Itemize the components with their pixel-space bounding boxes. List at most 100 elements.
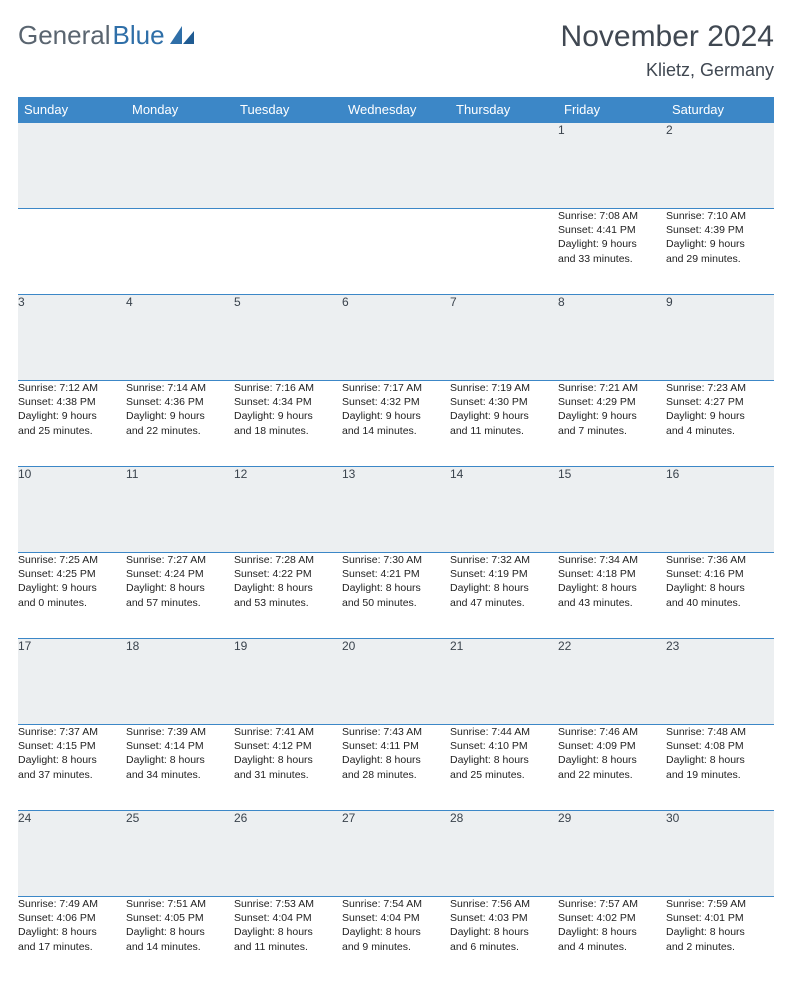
detail-line: Daylight: 8 hours [126, 925, 234, 939]
detail-line: Sunset: 4:22 PM [234, 567, 342, 581]
detail-line: Daylight: 9 hours [450, 409, 558, 423]
calendar-page: GeneralBlue November 2024 Klietz, German… [0, 0, 792, 993]
detail-line: Daylight: 8 hours [558, 925, 666, 939]
detail-line: Sunrise: 7:21 AM [558, 381, 666, 395]
detail-line: Sunrise: 7:41 AM [234, 725, 342, 739]
detail-line: and 25 minutes. [450, 768, 558, 782]
title-block: November 2024 Klietz, Germany [561, 20, 774, 81]
detail-line: Sunset: 4:04 PM [234, 911, 342, 925]
day-header: Friday [558, 97, 666, 123]
day-detail-cell: Sunrise: 7:34 AMSunset: 4:18 PMDaylight:… [558, 553, 666, 639]
detail-line: Sunrise: 7:10 AM [666, 209, 774, 223]
day-detail-cell: Sunrise: 7:12 AMSunset: 4:38 PMDaylight:… [18, 381, 126, 467]
day-header: Thursday [450, 97, 558, 123]
day-detail-cell: Sunrise: 7:10 AMSunset: 4:39 PMDaylight:… [666, 209, 774, 295]
day-number-cell: 13 [342, 467, 450, 553]
detail-line: Sunset: 4:32 PM [342, 395, 450, 409]
detail-line: Sunrise: 7:54 AM [342, 897, 450, 911]
daynum-row: 24252627282930 [18, 811, 774, 897]
detail-line: Daylight: 9 hours [18, 409, 126, 423]
day-detail-cell: Sunrise: 7:23 AMSunset: 4:27 PMDaylight:… [666, 381, 774, 467]
detail-line: Sunset: 4:41 PM [558, 223, 666, 237]
detail-line: Daylight: 8 hours [18, 753, 126, 767]
day-number-cell: 26 [234, 811, 342, 897]
detail-line: Sunrise: 7:25 AM [18, 553, 126, 567]
day-detail-cell [342, 209, 450, 295]
day-number-cell: 4 [126, 295, 234, 381]
detail-line: Sunset: 4:09 PM [558, 739, 666, 753]
day-detail-cell: Sunrise: 7:54 AMSunset: 4:04 PMDaylight:… [342, 897, 450, 983]
day-detail-cell [234, 209, 342, 295]
brand-part1: General [18, 20, 111, 51]
detail-line: and 17 minutes. [18, 940, 126, 954]
detail-row: Sunrise: 7:08 AMSunset: 4:41 PMDaylight:… [18, 209, 774, 295]
detail-line: Sunset: 4:27 PM [666, 395, 774, 409]
detail-line: Sunset: 4:25 PM [18, 567, 126, 581]
day-detail-cell: Sunrise: 7:48 AMSunset: 4:08 PMDaylight:… [666, 725, 774, 811]
day-header: Tuesday [234, 97, 342, 123]
day-number-cell: 7 [450, 295, 558, 381]
detail-line: and 25 minutes. [18, 424, 126, 438]
detail-line: and 22 minutes. [558, 768, 666, 782]
detail-line: Sunset: 4:21 PM [342, 567, 450, 581]
detail-line: Sunrise: 7:17 AM [342, 381, 450, 395]
brand-logo: GeneralBlue [18, 20, 196, 51]
day-number-cell: 16 [666, 467, 774, 553]
day-header: Monday [126, 97, 234, 123]
day-number-cell: 23 [666, 639, 774, 725]
day-header: Saturday [666, 97, 774, 123]
detail-line: Sunrise: 7:44 AM [450, 725, 558, 739]
day-detail-cell: Sunrise: 7:27 AMSunset: 4:24 PMDaylight:… [126, 553, 234, 639]
detail-line: Sunrise: 7:57 AM [558, 897, 666, 911]
day-number-cell: 29 [558, 811, 666, 897]
day-number-cell: 19 [234, 639, 342, 725]
detail-line: Sunrise: 7:59 AM [666, 897, 774, 911]
detail-line: Sunrise: 7:48 AM [666, 725, 774, 739]
detail-line: and 28 minutes. [342, 768, 450, 782]
detail-line: Sunset: 4:39 PM [666, 223, 774, 237]
detail-line: and 7 minutes. [558, 424, 666, 438]
detail-line: Daylight: 8 hours [126, 581, 234, 595]
detail-line: Daylight: 9 hours [234, 409, 342, 423]
detail-line: Sunrise: 7:30 AM [342, 553, 450, 567]
day-number-cell: 6 [342, 295, 450, 381]
day-number-cell: 9 [666, 295, 774, 381]
day-number-cell: 1 [558, 123, 666, 209]
day-detail-cell: Sunrise: 7:51 AMSunset: 4:05 PMDaylight:… [126, 897, 234, 983]
detail-line: and 14 minutes. [126, 940, 234, 954]
detail-line: and 0 minutes. [18, 596, 126, 610]
detail-line: Daylight: 8 hours [234, 753, 342, 767]
day-detail-cell: Sunrise: 7:59 AMSunset: 4:01 PMDaylight:… [666, 897, 774, 983]
daynum-row: 17181920212223 [18, 639, 774, 725]
day-number-cell: 25 [126, 811, 234, 897]
detail-line: Sunset: 4:10 PM [450, 739, 558, 753]
location-label: Klietz, Germany [561, 60, 774, 81]
detail-row: Sunrise: 7:37 AMSunset: 4:15 PMDaylight:… [18, 725, 774, 811]
detail-line: Daylight: 8 hours [666, 581, 774, 595]
detail-line: Sunset: 4:15 PM [18, 739, 126, 753]
day-number-cell [450, 123, 558, 209]
detail-line: and 31 minutes. [234, 768, 342, 782]
day-detail-cell: Sunrise: 7:53 AMSunset: 4:04 PMDaylight:… [234, 897, 342, 983]
detail-line: Sunrise: 7:12 AM [18, 381, 126, 395]
detail-line: Sunset: 4:08 PM [666, 739, 774, 753]
day-detail-cell: Sunrise: 7:36 AMSunset: 4:16 PMDaylight:… [666, 553, 774, 639]
day-number-cell: 11 [126, 467, 234, 553]
day-number-cell: 15 [558, 467, 666, 553]
detail-line: Daylight: 8 hours [126, 753, 234, 767]
day-detail-cell [450, 209, 558, 295]
detail-line: and 47 minutes. [450, 596, 558, 610]
detail-line: Sunset: 4:16 PM [666, 567, 774, 581]
logo-sail-icon [170, 26, 196, 46]
detail-line: and 11 minutes. [234, 940, 342, 954]
day-detail-cell: Sunrise: 7:56 AMSunset: 4:03 PMDaylight:… [450, 897, 558, 983]
detail-line: Daylight: 9 hours [342, 409, 450, 423]
detail-line: Sunset: 4:03 PM [450, 911, 558, 925]
detail-line: Sunset: 4:19 PM [450, 567, 558, 581]
day-number-cell: 10 [18, 467, 126, 553]
day-detail-cell: Sunrise: 7:21 AMSunset: 4:29 PMDaylight:… [558, 381, 666, 467]
day-number-cell [234, 123, 342, 209]
day-header: Sunday [18, 97, 126, 123]
detail-line: and 37 minutes. [18, 768, 126, 782]
detail-line: Daylight: 8 hours [234, 581, 342, 595]
